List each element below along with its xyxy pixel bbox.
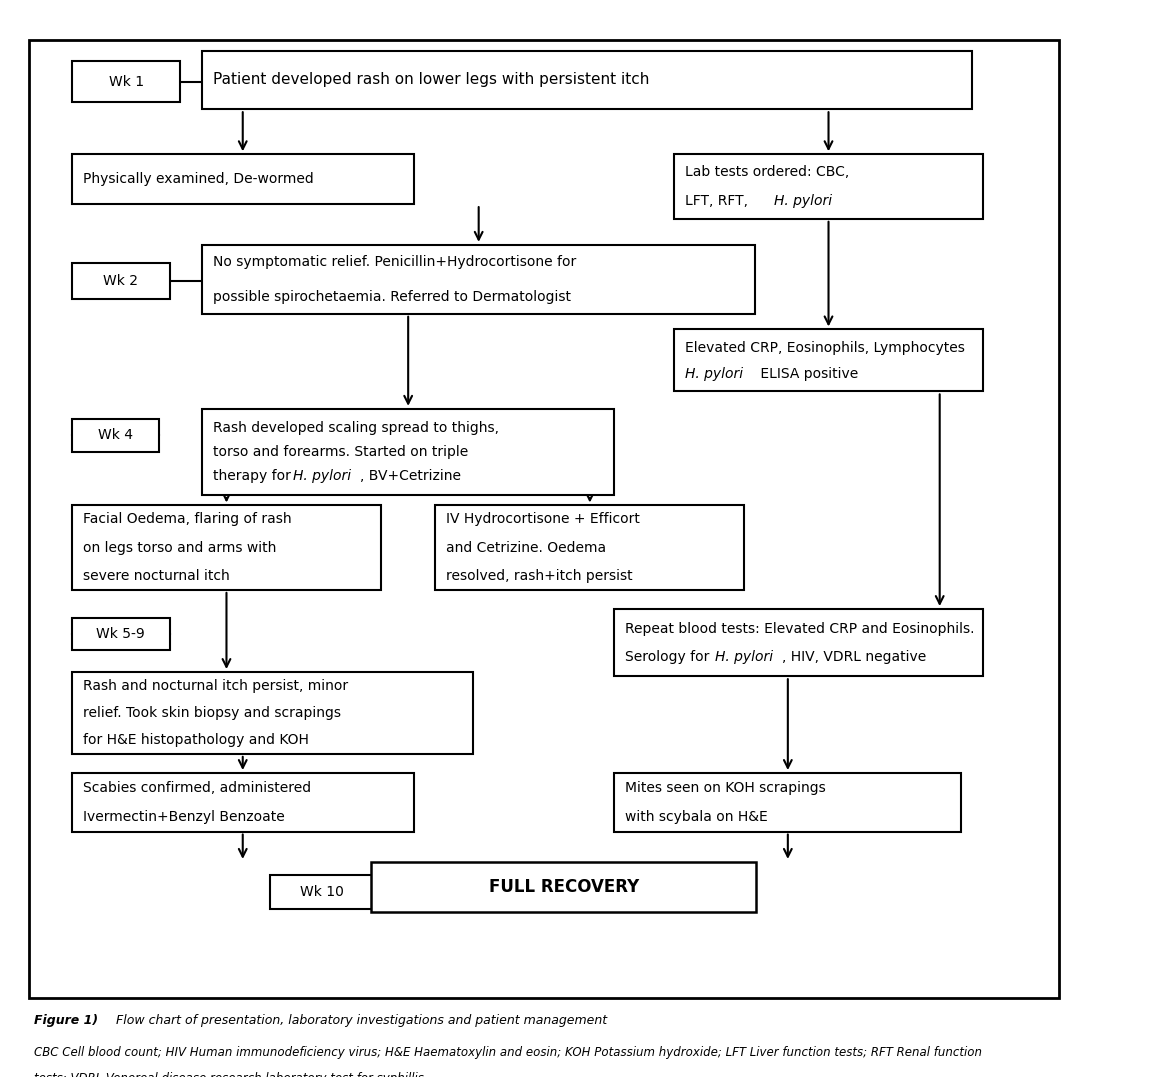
Text: Scabies confirmed, administered: Scabies confirmed, administered: [83, 781, 311, 795]
Text: Wk 4: Wk 4: [98, 429, 132, 443]
Text: Ivermectin+Benzyl Benzoate: Ivermectin+Benzyl Benzoate: [83, 810, 285, 824]
Text: Rash developed scaling spread to thighs,: Rash developed scaling spread to thighs,: [213, 421, 498, 435]
Bar: [674, 154, 983, 219]
Text: on legs torso and arms with: on legs torso and arms with: [83, 541, 277, 555]
Bar: [372, 862, 756, 912]
Bar: [674, 330, 983, 391]
Text: Wk 5-9: Wk 5-9: [96, 627, 145, 641]
Text: severe nocturnal itch: severe nocturnal itch: [83, 569, 230, 583]
Text: and Cetrizine. Oedema: and Cetrizine. Oedema: [446, 541, 607, 555]
Bar: [202, 409, 615, 495]
Text: Flow chart of presentation, laboratory investigations and patient management: Flow chart of presentation, laboratory i…: [112, 1013, 608, 1026]
Bar: [615, 773, 961, 831]
Text: for H&E histopathology and KOH: for H&E histopathology and KOH: [83, 733, 309, 747]
Text: Figure 1): Figure 1): [34, 1013, 98, 1026]
Text: ELISA positive: ELISA positive: [756, 367, 859, 381]
Bar: [72, 505, 381, 590]
Text: Patient developed rash on lower legs with persistent itch: Patient developed rash on lower legs wit…: [213, 72, 650, 87]
Text: tests; VDRL Venereal disease research laboratory test for syphillis: tests; VDRL Venereal disease research la…: [34, 1073, 424, 1077]
Text: Physically examined, De-wormed: Physically examined, De-wormed: [83, 172, 314, 186]
Text: H. pylori: H. pylori: [774, 194, 832, 208]
Bar: [72, 263, 170, 299]
Bar: [615, 609, 983, 676]
Text: torso and forearms. Started on triple: torso and forearms. Started on triple: [213, 445, 468, 459]
Bar: [72, 773, 414, 831]
Text: possible spirochetaemia. Referred to Dermatologist: possible spirochetaemia. Referred to Der…: [213, 290, 571, 304]
Text: Mites seen on KOH scrapings: Mites seen on KOH scrapings: [625, 781, 826, 795]
Text: H. pylori: H. pylori: [293, 470, 351, 484]
Bar: [72, 617, 170, 651]
Text: FULL RECOVERY: FULL RECOVERY: [489, 878, 639, 896]
Bar: [72, 61, 180, 102]
Text: resolved, rash+itch persist: resolved, rash+itch persist: [446, 569, 633, 583]
Text: , HIV, VDRL negative: , HIV, VDRL negative: [782, 651, 926, 665]
Text: Wk 2: Wk 2: [103, 274, 138, 288]
Text: Lab tests ordered: CBC,: Lab tests ordered: CBC,: [684, 165, 849, 179]
Text: Repeat blood tests: Elevated CRP and Eosinophils.: Repeat blood tests: Elevated CRP and Eos…: [625, 623, 975, 637]
Text: CBC Cell blood count; HIV Human immunodeficiency virus; H&E Haematoxylin and eos: CBC Cell blood count; HIV Human immunode…: [34, 1047, 982, 1060]
Text: Serology for: Serology for: [625, 651, 713, 665]
Text: Wk 10: Wk 10: [300, 885, 344, 899]
Text: relief. Took skin biopsy and scrapings: relief. Took skin biopsy and scrapings: [83, 705, 340, 719]
Text: IV Hydrocortisone + Efficort: IV Hydrocortisone + Efficort: [446, 513, 640, 527]
Text: Rash and nocturnal itch persist, minor: Rash and nocturnal itch persist, minor: [83, 679, 347, 693]
Bar: [271, 875, 373, 909]
Bar: [72, 419, 159, 452]
Text: Wk 1: Wk 1: [108, 74, 144, 88]
Bar: [202, 51, 973, 109]
Text: with scybala on H&E: with scybala on H&E: [625, 810, 768, 824]
Text: , BV+Cetrizine: , BV+Cetrizine: [360, 470, 461, 484]
Text: therapy for: therapy for: [213, 470, 295, 484]
Text: Elevated CRP, Eosinophils, Lymphocytes: Elevated CRP, Eosinophils, Lymphocytes: [684, 341, 964, 355]
Bar: [72, 154, 414, 205]
Bar: [72, 672, 473, 754]
Text: H. pylori: H. pylori: [684, 367, 743, 381]
Text: LFT, RFT,: LFT, RFT,: [684, 194, 752, 208]
Text: H. pylori: H. pylori: [715, 651, 773, 665]
Text: Facial Oedema, flaring of rash: Facial Oedema, flaring of rash: [83, 513, 292, 527]
Bar: [436, 505, 745, 590]
Bar: [202, 244, 755, 313]
Text: No symptomatic relief. Penicillin+Hydrocortisone for: No symptomatic relief. Penicillin+Hydroc…: [213, 255, 576, 269]
